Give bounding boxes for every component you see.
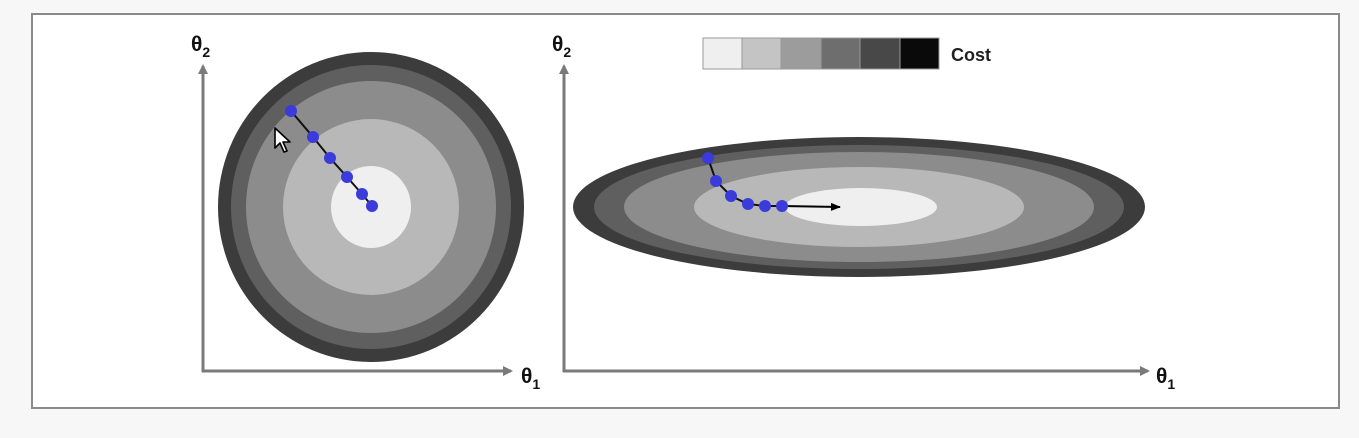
legend-swatch <box>742 38 781 69</box>
right-path-point <box>759 200 771 212</box>
left-plot: θ2 θ1 <box>191 33 540 392</box>
left-x-axis-label: θ1 <box>521 365 540 392</box>
right-path-point <box>725 190 737 202</box>
right-contours <box>573 137 1145 277</box>
left-path-point <box>285 105 297 117</box>
right-path-point <box>742 198 754 210</box>
right-path-point <box>710 175 722 187</box>
left-path-point <box>356 188 368 200</box>
left-y-axis-label: θ2 <box>191 33 210 60</box>
right-path-point <box>776 200 788 212</box>
left-path-point <box>324 152 336 164</box>
legend-swatch <box>860 38 900 69</box>
legend-swatch <box>900 38 939 69</box>
mouse-pointer-icon <box>273 126 295 156</box>
right-x-axis-label: θ1 <box>1156 365 1175 392</box>
right-direction-arrow <box>782 206 840 207</box>
left-path-point <box>366 200 378 212</box>
left-path-point <box>341 171 353 183</box>
right-path-point <box>702 152 714 164</box>
cost-legend: Cost <box>703 38 991 69</box>
right-y-axis-label: θ2 <box>552 33 571 60</box>
legend-label: Cost <box>951 45 991 65</box>
right-plot: θ2 θ1 <box>552 33 1175 392</box>
legend-swatch <box>821 38 860 69</box>
legend-swatch <box>703 38 742 69</box>
legend-swatch <box>781 38 821 69</box>
left-path-point <box>307 131 319 143</box>
